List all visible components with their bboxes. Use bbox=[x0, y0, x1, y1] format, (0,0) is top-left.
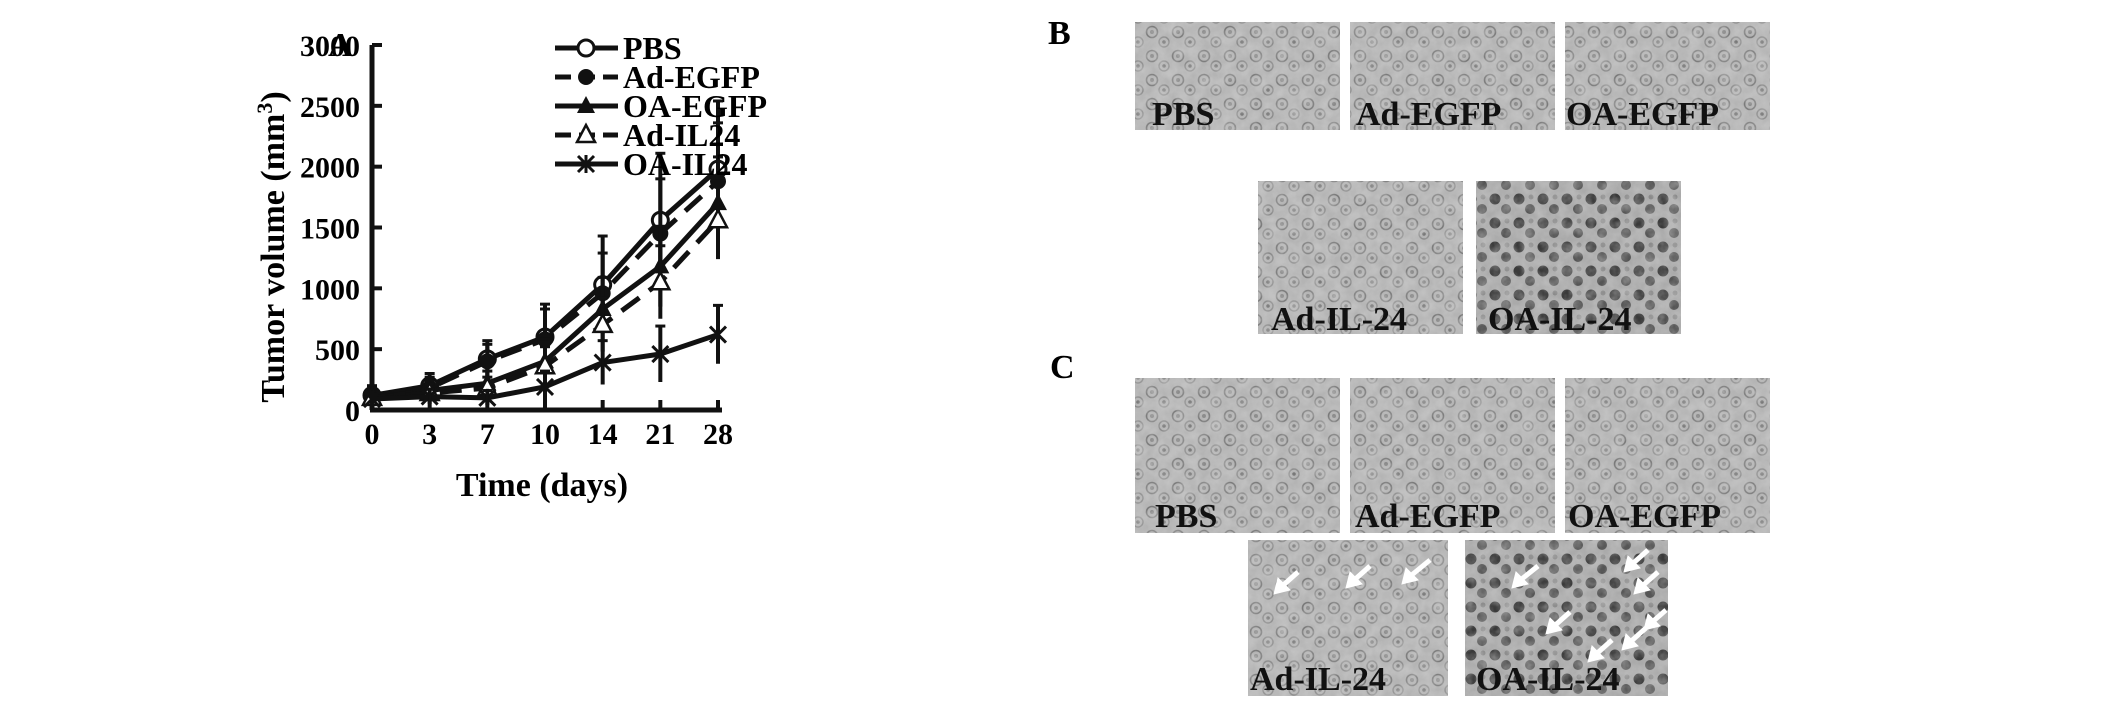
arrow-icon bbox=[1273, 570, 1300, 595]
data-point bbox=[708, 325, 728, 344]
legend-item-ad-egfp: Ad-EGFP bbox=[555, 59, 760, 95]
y-tick-label: 3000 bbox=[300, 30, 360, 63]
arrow-icon bbox=[1633, 570, 1660, 595]
legend-marker bbox=[576, 154, 596, 174]
panel-c-micrographs: PBS Ad-EGFP OA-EGFP bbox=[1135, 378, 1770, 698]
y-tick-label: 1000 bbox=[300, 273, 360, 306]
micrograph-c-ad-egfp: Ad-EGFP bbox=[1350, 378, 1555, 535]
arrow-icon bbox=[1345, 564, 1372, 589]
legend-marker bbox=[577, 96, 595, 113]
legend-item-ad-il24: Ad-IL24 bbox=[555, 117, 740, 153]
y-tick-label: 0 bbox=[345, 395, 360, 428]
legend-item-oa-egfp: OA-EGFP bbox=[555, 88, 767, 124]
data-point bbox=[706, 207, 730, 229]
micrograph-b-pbs: PBS bbox=[1135, 22, 1340, 133]
y-ticks: 0 500 1000 1500 2000 2500 3000 bbox=[300, 30, 382, 428]
legend-marker bbox=[574, 122, 598, 144]
x-tick-label: 28 bbox=[703, 418, 733, 451]
legend-item-oa-il24: OA-IL24 bbox=[555, 146, 747, 182]
data-point bbox=[593, 353, 612, 372]
legend-item-pbs: PBS bbox=[555, 30, 682, 66]
data-point bbox=[651, 344, 670, 364]
panel-b-micrographs: PBS Ad-EGFP OA-EGFP Ad-IL-24 OA-IL-24 bbox=[1135, 22, 1770, 338]
arrow-icon bbox=[1623, 548, 1650, 573]
y-tick-label: 2000 bbox=[300, 152, 360, 185]
data-point bbox=[591, 312, 614, 334]
x-tick-label: 7 bbox=[480, 418, 495, 451]
legend-label: Ad-EGFP bbox=[623, 59, 760, 95]
y-axis-title: Tumor volume (mm3) bbox=[252, 91, 293, 402]
micrograph-c-ad-egfp-label: Ad-EGFP bbox=[1355, 498, 1500, 535]
legend-marker bbox=[578, 69, 594, 85]
x-tick-label: 3 bbox=[422, 418, 437, 451]
data-point bbox=[535, 377, 555, 396]
y-axis-title-superscript: 3 bbox=[252, 103, 277, 114]
arrow-icon bbox=[1643, 608, 1668, 631]
y-tick-label: 500 bbox=[315, 334, 360, 367]
x-tick-label: 0 bbox=[365, 418, 380, 451]
legend-label: Ad-IL24 bbox=[623, 117, 740, 153]
micrograph-c-ad-il24: Ad-IL-24 bbox=[1248, 540, 1448, 698]
micrograph-b-ad-egfp: Ad-EGFP bbox=[1350, 22, 1555, 133]
legend-marker bbox=[576, 38, 596, 58]
legend-label: PBS bbox=[623, 30, 682, 66]
micrograph-b-ad-il24: Ad-IL-24 bbox=[1258, 181, 1463, 338]
micrograph-c-oa-egfp-label: OA-EGFP bbox=[1568, 498, 1721, 535]
series-oa-il24 bbox=[362, 303, 728, 409]
micrograph-b-oa-il24-label: OA-IL-24 bbox=[1488, 301, 1632, 338]
micrograph-b-ad-egfp-label: Ad-EGFP bbox=[1356, 96, 1501, 133]
data-point bbox=[479, 353, 496, 370]
micrograph-c-oa-egfp: OA-EGFP bbox=[1565, 378, 1770, 535]
arrow-icon bbox=[1621, 626, 1648, 651]
arrow-icon bbox=[1511, 564, 1540, 589]
micrograph-b-ad-il24-label: Ad-IL-24 bbox=[1271, 301, 1407, 338]
data-point bbox=[649, 269, 672, 291]
panel-a-label: A bbox=[328, 27, 353, 64]
y-axis-title-main: Tumor volume (mm bbox=[255, 114, 292, 403]
micrograph-c-pbs: PBS bbox=[1135, 378, 1340, 535]
micrograph-c-pbs-label: PBS bbox=[1155, 498, 1217, 535]
legend-label: OA-EGFP bbox=[623, 88, 767, 124]
data-point bbox=[362, 389, 382, 409]
arrow-icon bbox=[1545, 610, 1572, 635]
panel-b-label: B bbox=[1048, 15, 1071, 52]
y-tick-label: 1500 bbox=[300, 213, 360, 246]
micrograph-b-oa-egfp: OA-EGFP bbox=[1565, 22, 1770, 133]
tumor-volume-chart: 0 500 1000 1500 2000 2500 3000 0 3 7 10 14 21 28 Tim… bbox=[252, 30, 767, 504]
micrograph-b-oa-egfp-label: OA-EGFP bbox=[1566, 96, 1719, 133]
x-tick-label: 14 bbox=[588, 418, 618, 451]
y-tick-label: 2500 bbox=[300, 91, 360, 124]
micrograph-c-ad-il24-label: Ad-IL-24 bbox=[1250, 661, 1386, 698]
micrograph-c-oa-il24-label: OA-IL-24 bbox=[1476, 661, 1620, 698]
arrow-icon bbox=[1587, 638, 1614, 663]
micrograph-b-pbs-label: PBS bbox=[1152, 96, 1214, 133]
legend-label: OA-IL24 bbox=[623, 146, 747, 182]
x-axis-title: Time (days) bbox=[456, 467, 628, 504]
micrograph-b-oa-il24: OA-IL-24 bbox=[1476, 181, 1681, 338]
panel-c-label: C bbox=[1050, 349, 1075, 386]
y-axis-title-end: ) bbox=[255, 91, 292, 102]
series-layer bbox=[360, 99, 730, 409]
arrow-icon bbox=[1401, 558, 1432, 585]
x-tick-label: 10 bbox=[530, 418, 560, 451]
x-tick-label: 21 bbox=[645, 418, 675, 451]
data-point bbox=[420, 387, 439, 406]
micrograph-c-oa-il24: OA-IL-24 bbox=[1465, 540, 1668, 698]
data-point bbox=[478, 388, 497, 407]
